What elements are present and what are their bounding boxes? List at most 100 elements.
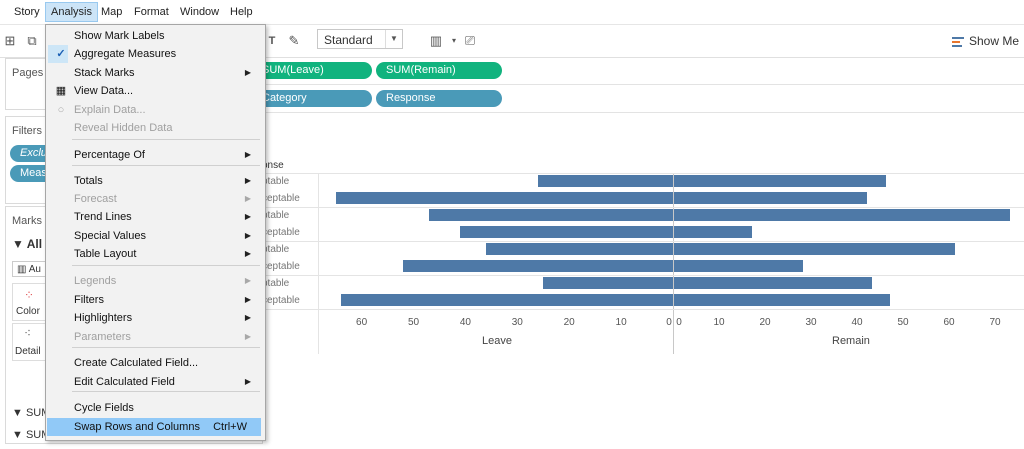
remain-axis-tick: 70 xyxy=(989,317,1001,328)
fit-dropdown[interactable]: Standard ▼ xyxy=(317,29,403,49)
menu-item-highlighters[interactable]: Highlighters ▶ xyxy=(47,309,263,327)
bar-leave xyxy=(403,260,673,272)
menu-item-edit-calculated-field[interactable]: Edit Calculated Field ▶ xyxy=(47,373,263,391)
menu-item-create-calculated-field[interactable]: Create Calculated Field... xyxy=(47,354,263,372)
menu-item-special-values[interactable]: Special Values ▶ xyxy=(47,227,263,245)
menu-item-stack-marks[interactable]: Stack Marks ▶ xyxy=(47,64,263,82)
bar-leave xyxy=(538,175,673,187)
bar-leave xyxy=(543,277,673,289)
menu-item-swap-rows-and-columns[interactable]: Swap Rows and Columns Ctrl+W xyxy=(47,418,261,436)
rows-pill-category[interactable]: Category xyxy=(252,90,372,107)
leave-axis-tick: 10 xyxy=(615,317,627,328)
row-label: ceptable xyxy=(262,227,300,238)
row-label: ceptable xyxy=(262,193,300,204)
menu-item-show-mark-labels[interactable]: Show Mark Labels xyxy=(47,27,263,45)
remain-axis-tick: 40 xyxy=(851,317,863,328)
row-label: ptable xyxy=(262,244,290,255)
bar-leave xyxy=(460,226,673,238)
menu-item-label: Percentage Of xyxy=(74,149,145,161)
bar-remain xyxy=(674,260,803,272)
leave-axis-tick: 0 xyxy=(666,317,672,328)
marks-title: Marks xyxy=(12,215,42,227)
menu-item-cycle-fields[interactable]: Cycle Fields xyxy=(47,399,263,417)
rows-pill-response[interactable]: Response xyxy=(376,90,502,107)
chevron-down-icon: ▼ xyxy=(385,30,402,48)
remain-axis-tick: 30 xyxy=(805,317,817,328)
color-icon: ⁘ xyxy=(24,288,35,302)
menu-item-percentage-of[interactable]: Percentage Of ▶ xyxy=(47,146,263,164)
columns-pill-remain[interactable]: SUM(Remain) xyxy=(376,62,502,79)
menu-item-aggregate-measures[interactable]: ✓ Aggregate Measures xyxy=(47,45,263,63)
bar-remain xyxy=(674,243,955,255)
chevron-right-icon: ▶ xyxy=(244,150,251,159)
menu-separator xyxy=(72,139,260,140)
menu-item-totals[interactable]: Totals ▶ xyxy=(47,172,263,190)
detail-button[interactable]: ⁖ Detail xyxy=(12,323,48,361)
remain-axis-tick: 60 xyxy=(943,317,955,328)
leave-axis-tick: 20 xyxy=(563,317,575,328)
menu-story[interactable]: Story xyxy=(14,6,40,18)
menu-item-label: Highlighters xyxy=(74,312,133,324)
menu-window[interactable]: Window xyxy=(180,6,220,18)
group-divider xyxy=(262,207,1024,208)
menu-format[interactable]: Format xyxy=(134,6,169,18)
menu-separator xyxy=(72,347,260,348)
menu-item-label: Reveal Hidden Data xyxy=(74,122,173,134)
chevron-right-icon: ▶ xyxy=(244,194,251,203)
leave-axis-tick: 30 xyxy=(511,317,523,328)
columns-shelf[interactable]: SUM(Leave) SUM(Remain) xyxy=(252,58,1024,85)
marks-all-label[interactable]: ▼ All xyxy=(12,237,43,251)
menu-item-label: Special Values xyxy=(74,230,146,242)
menu-item-label: View Data... xyxy=(74,85,134,97)
bar-leave xyxy=(335,192,673,204)
analysis-menu: Show Mark Labels ✓ Aggregate Measures Stack… xyxy=(45,24,266,441)
menu-help[interactable]: Help xyxy=(230,6,253,18)
color-button[interactable]: ⁘ Color xyxy=(12,283,48,321)
presentation-icon[interactable]: ⎚ xyxy=(464,33,476,48)
duplicate-icon[interactable]: ⧉ xyxy=(27,33,37,48)
row-label: ceptable xyxy=(262,295,300,306)
menu-item-label: Totals xyxy=(74,175,103,187)
row-label: ptable xyxy=(262,210,290,221)
chevron-down-icon[interactable]: ▾ xyxy=(451,36,456,45)
response-header: onse xyxy=(262,160,284,171)
chevron-right-icon: ▶ xyxy=(244,313,251,322)
menu-item-label: Show Mark Labels xyxy=(74,30,165,42)
row-label: ptable xyxy=(262,278,290,289)
menu-item-reveal-hidden-data: Reveal Hidden Data xyxy=(47,119,263,137)
menu-item-label: Swap Rows and Columns xyxy=(74,421,200,433)
menu-item-label: Trend Lines xyxy=(74,211,132,223)
lightbulb-icon: ○ xyxy=(57,104,65,116)
menu-item-explain-data: ○ Explain Data... xyxy=(47,101,263,119)
new-sheet-icon[interactable]: ⊞ xyxy=(4,33,16,48)
chevron-right-icon: ▶ xyxy=(244,68,251,77)
bar-remain xyxy=(674,209,1010,221)
detail-label: Detail xyxy=(15,346,41,357)
text-icon[interactable]: T xyxy=(268,35,276,47)
pin-icon[interactable]: ✎ xyxy=(288,33,300,48)
menu-item-label: Create Calculated Field... xyxy=(74,357,199,369)
chevron-right-icon: ▶ xyxy=(244,231,251,240)
menu-item-table-layout[interactable]: Table Layout ▶ xyxy=(47,245,263,263)
menu-item-label: Filters xyxy=(74,294,104,306)
menu-map[interactable]: Map xyxy=(101,6,123,18)
columns-pill-leave[interactable]: SUM(Leave) xyxy=(252,62,372,79)
group-divider xyxy=(262,173,1024,174)
chart-labels-icon[interactable]: ▥ xyxy=(429,33,443,48)
menu-item-label: Parameters xyxy=(74,331,131,343)
menu-item-trend-lines[interactable]: Trend Lines ▶ xyxy=(47,208,263,226)
chevron-right-icon: ▶ xyxy=(244,295,251,304)
chevron-right-icon: ▶ xyxy=(244,377,251,386)
pages-title: Pages xyxy=(12,67,44,79)
rows-shelf[interactable]: Category Response xyxy=(252,86,1024,113)
remain-axis-tick: 10 xyxy=(713,317,725,328)
show-me-button[interactable]: Show Me xyxy=(952,31,1019,51)
menu-item-filters[interactable]: Filters ▶ xyxy=(47,291,263,309)
menu-item-label: Aggregate Measures xyxy=(74,48,177,60)
leave-axis-tick: 40 xyxy=(459,317,471,328)
menu-item-label: Table Layout xyxy=(74,248,137,260)
mark-field-sum-text: SUM xyxy=(25,407,51,419)
menu-analysis[interactable]: Analysis xyxy=(45,2,98,22)
menu-item-view-data[interactable]: ▦ View Data... xyxy=(47,82,263,100)
mark-field-sum[interactable]: ▼ SUM xyxy=(12,407,51,419)
